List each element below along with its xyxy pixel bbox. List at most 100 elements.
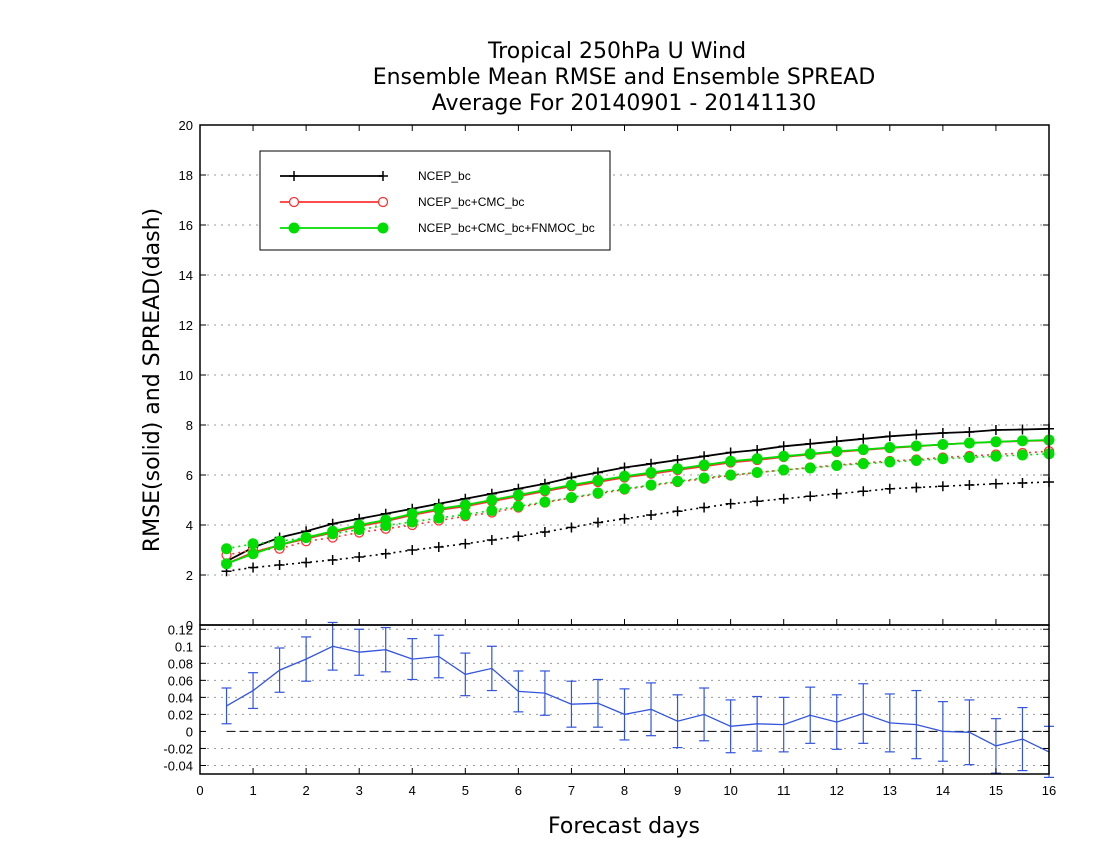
chart-title-line-3: Average For 20140901 - 20141130 — [432, 91, 817, 116]
filled-circle-marker — [884, 442, 896, 453]
plus-marker — [937, 481, 948, 492]
filled-circle-marker — [592, 475, 604, 486]
plus-marker — [486, 535, 497, 545]
error-bar — [964, 699, 975, 766]
plus-marker — [884, 431, 895, 442]
filled-circle-marker — [512, 489, 524, 501]
top-y-tick-label: 8 — [186, 418, 193, 433]
filled-circle-marker — [406, 516, 418, 528]
filled-circle-marker — [857, 444, 869, 455]
chart-titles: Tropical 250hPa U Wind Ensemble Mean RMS… — [373, 39, 876, 116]
x-tick-label: 0 — [196, 783, 203, 798]
x-tick-label: 12 — [830, 783, 844, 798]
error-bar — [486, 645, 497, 692]
plus-marker — [619, 513, 630, 524]
error-bar — [778, 696, 789, 753]
plus-marker — [289, 171, 299, 181]
filled-circle-marker — [459, 509, 471, 520]
legend-item: NCEP_bc+CMC_bc — [280, 195, 524, 209]
series-1-dotted — [221, 477, 1054, 577]
x-tick-label: 8 — [621, 783, 628, 798]
x-tick-label: 6 — [515, 783, 522, 798]
y-axis-label: RMSE(solid) and SPREAD(dash) — [140, 208, 165, 552]
filled-circle-marker — [645, 467, 657, 478]
filled-circle-marker — [725, 469, 737, 481]
filled-circle-marker — [910, 455, 922, 466]
top-y-tick-label: 14 — [179, 268, 193, 283]
filled-circle-marker — [698, 459, 710, 471]
filled-circle-marker — [857, 458, 869, 470]
series-line — [226, 453, 1050, 550]
top-y-tick-label: 10 — [179, 368, 193, 383]
error-bar — [221, 687, 232, 725]
x-tick-label: 15 — [989, 783, 1003, 798]
series-5-dotted — [221, 448, 1055, 555]
filled-circle-marker — [592, 487, 604, 499]
top-y-tick-label: 16 — [179, 218, 193, 233]
x-tick-label: 11 — [777, 783, 791, 798]
filled-circle-marker — [725, 455, 737, 467]
error-bar — [990, 718, 1001, 774]
error-bar — [699, 687, 710, 742]
bottom-y-tick-label: -0.04 — [163, 758, 193, 773]
plus-marker — [378, 171, 388, 181]
error-bar — [354, 628, 365, 676]
plus-marker — [407, 545, 418, 555]
plus-marker — [990, 478, 1001, 489]
filled-circle-marker — [990, 436, 1002, 448]
top-y-tick-label: 12 — [179, 318, 193, 333]
filled-circle-marker — [274, 535, 286, 547]
filled-circle-marker — [486, 505, 498, 516]
axis-ticks: 02468101214161820-0.04-0.0200.020.040.06… — [163, 118, 1056, 798]
error-bar — [884, 693, 895, 753]
error-bar — [513, 670, 524, 713]
plus-marker — [539, 527, 550, 537]
top-y-tick-label: 2 — [186, 568, 193, 583]
filled-circle-marker — [778, 464, 790, 476]
top-y-tick-label: 20 — [179, 118, 193, 133]
top-y-tick-label: 6 — [186, 468, 193, 483]
error-bar — [327, 621, 338, 671]
chart-title-line-1: Tropical 250hPa U Wind — [487, 39, 746, 64]
difference-series — [221, 621, 1054, 779]
error-bar — [1017, 706, 1028, 772]
legend-label: NCEP_bc+CMC_bc+FNMOC_bc — [418, 221, 595, 235]
error-bar — [619, 688, 630, 741]
plus-marker — [911, 429, 922, 440]
filled-circle-marker — [512, 500, 524, 512]
open-circle-marker — [288, 196, 300, 208]
top-y-tick-label: 18 — [179, 168, 193, 183]
filled-circle-marker — [565, 479, 577, 491]
error-bar — [646, 682, 657, 737]
open-circle-marker — [377, 196, 389, 208]
error-bar — [407, 638, 418, 681]
top-y-tick-label: 0 — [186, 618, 193, 633]
filled-circle-marker — [539, 484, 551, 496]
plus-marker — [354, 552, 365, 562]
series-3-dotted — [221, 446, 1055, 561]
x-tick-label: 14 — [936, 783, 950, 798]
filled-circle-marker — [804, 462, 816, 474]
error-bar — [433, 634, 444, 679]
plus-marker — [937, 428, 948, 438]
legend-item: NCEP_bc — [280, 169, 471, 183]
filled-circle-marker — [910, 440, 922, 452]
plus-marker — [460, 538, 471, 549]
bottom-y-tick-label: 0.06 — [168, 673, 193, 688]
filled-circle-marker — [619, 470, 630, 482]
filled-circle-marker — [486, 494, 498, 506]
plus-marker — [699, 502, 710, 513]
filled-circle-marker — [1016, 449, 1028, 461]
x-tick-label: 7 — [568, 783, 575, 798]
plus-marker — [433, 542, 444, 552]
filled-circle-marker — [247, 538, 259, 550]
x-tick-label: 2 — [303, 783, 310, 798]
filled-circle-marker — [778, 450, 790, 462]
plus-marker — [778, 441, 789, 452]
filled-circle-marker — [672, 475, 684, 487]
bottom-y-tick-label: -0.02 — [163, 741, 193, 756]
x-tick-label: 10 — [723, 783, 737, 798]
plus-marker — [964, 427, 975, 437]
bottom-y-tick-label: 0.08 — [168, 656, 193, 671]
filled-circle-marker — [698, 472, 710, 484]
